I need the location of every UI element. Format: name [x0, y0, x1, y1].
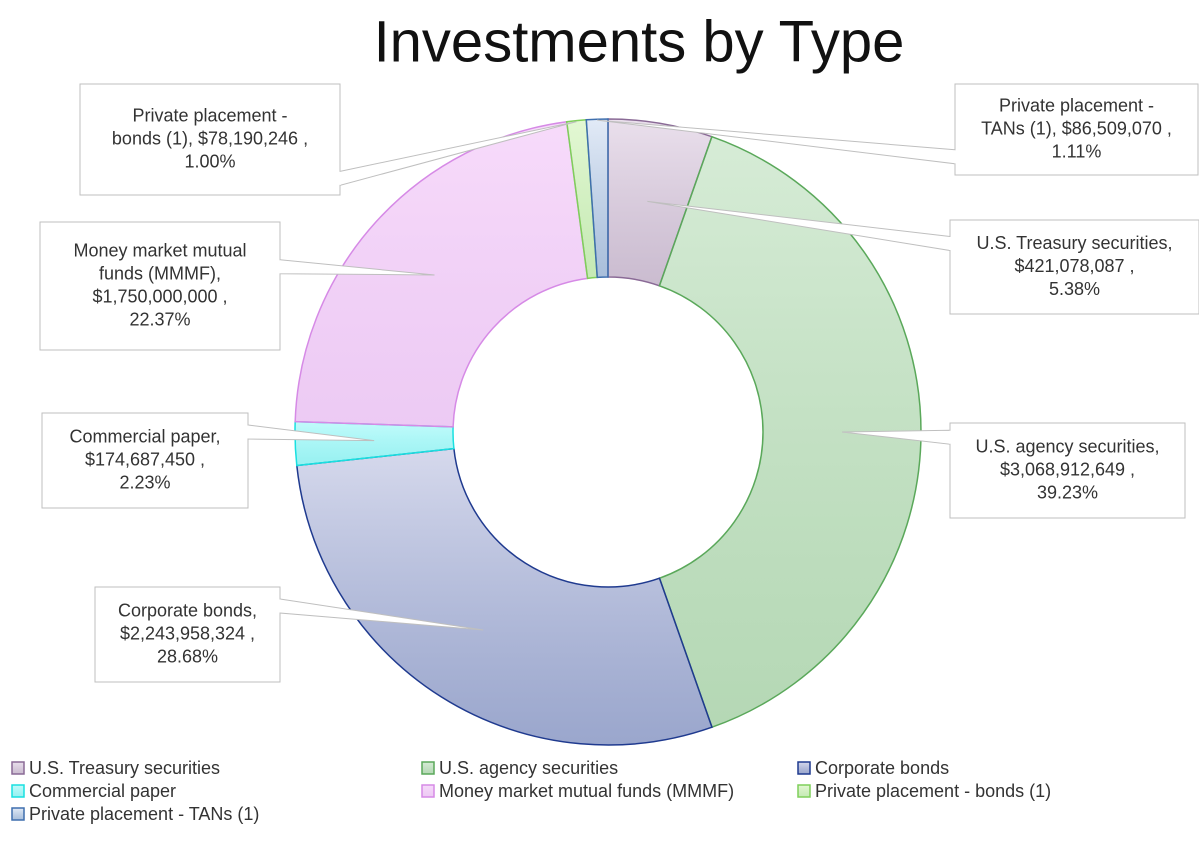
- pointer-cover: [279, 599, 281, 613]
- chart-title: Investments by Type: [374, 9, 905, 74]
- data-label-box: [94, 586, 281, 683]
- data-label: 1.00%: [184, 151, 235, 171]
- slice: [295, 447, 713, 746]
- legend-swatch: [797, 761, 811, 775]
- legend-swatch: [797, 784, 811, 798]
- data-label: Money market mutual: [73, 240, 246, 260]
- data-label: 39.23%: [1037, 482, 1098, 502]
- legend-label: Private placement - bonds (1): [815, 781, 1051, 801]
- data-label-box: [949, 422, 1186, 519]
- legend-label: Commercial paper: [29, 781, 176, 801]
- pointer-cover: [339, 171, 341, 185]
- data-label-box: [39, 221, 281, 351]
- data-label: $3,068,912,649 ,: [1000, 459, 1135, 479]
- legend-swatch: [11, 761, 25, 775]
- data-label-box: [41, 412, 249, 509]
- pointer-cover: [949, 430, 951, 444]
- data-label: $1,750,000,000 ,: [92, 286, 227, 306]
- legend-label: U.S. Treasury securities: [29, 758, 220, 778]
- data-label: U.S. Treasury securities,: [976, 233, 1172, 253]
- data-label: $174,687,450 ,: [85, 449, 205, 469]
- data-label: 28.68%: [157, 646, 218, 666]
- data-label: 5.38%: [1049, 279, 1100, 299]
- slice: [294, 120, 589, 428]
- data-label-box: [79, 83, 341, 196]
- data-label: $2,243,958,324 ,: [120, 623, 255, 643]
- slice: [585, 118, 609, 279]
- data-label-box: [954, 83, 1199, 176]
- legend-swatch: [11, 784, 25, 798]
- pointer-cover: [247, 425, 249, 439]
- data-label: 1.11%: [1052, 141, 1102, 161]
- legend-label: Money market mutual funds (MMMF): [439, 781, 734, 801]
- data-label: U.S. agency securities,: [975, 436, 1159, 456]
- pointer-cover: [954, 150, 956, 164]
- data-label: $421,078,087 ,: [1014, 256, 1134, 276]
- data-label: Private placement -: [999, 95, 1154, 115]
- legend-label: Private placement - TANs (1): [29, 804, 259, 824]
- slice: [658, 135, 922, 729]
- data-label: 2.23%: [119, 472, 170, 492]
- pointer-cover: [949, 237, 951, 250]
- legend-swatch: [421, 761, 435, 775]
- legend-label: U.S. agency securities: [439, 758, 618, 778]
- data-label: Corporate bonds,: [118, 600, 257, 620]
- data-label: 22.37%: [129, 309, 190, 329]
- legend-swatch: [11, 807, 25, 821]
- pointer-cover: [279, 260, 281, 274]
- legend-label: Corporate bonds: [815, 758, 949, 778]
- data-label: Commercial paper,: [69, 426, 220, 446]
- data-label: TANs (1), $86,509,070 ,: [981, 118, 1172, 138]
- legend-swatch: [421, 784, 435, 798]
- data-label: bonds (1), $78,190,246 ,: [112, 128, 308, 148]
- data-label: funds (MMMF),: [99, 263, 221, 283]
- data-label: Private placement -: [132, 105, 287, 125]
- data-label-box: [949, 219, 1199, 315]
